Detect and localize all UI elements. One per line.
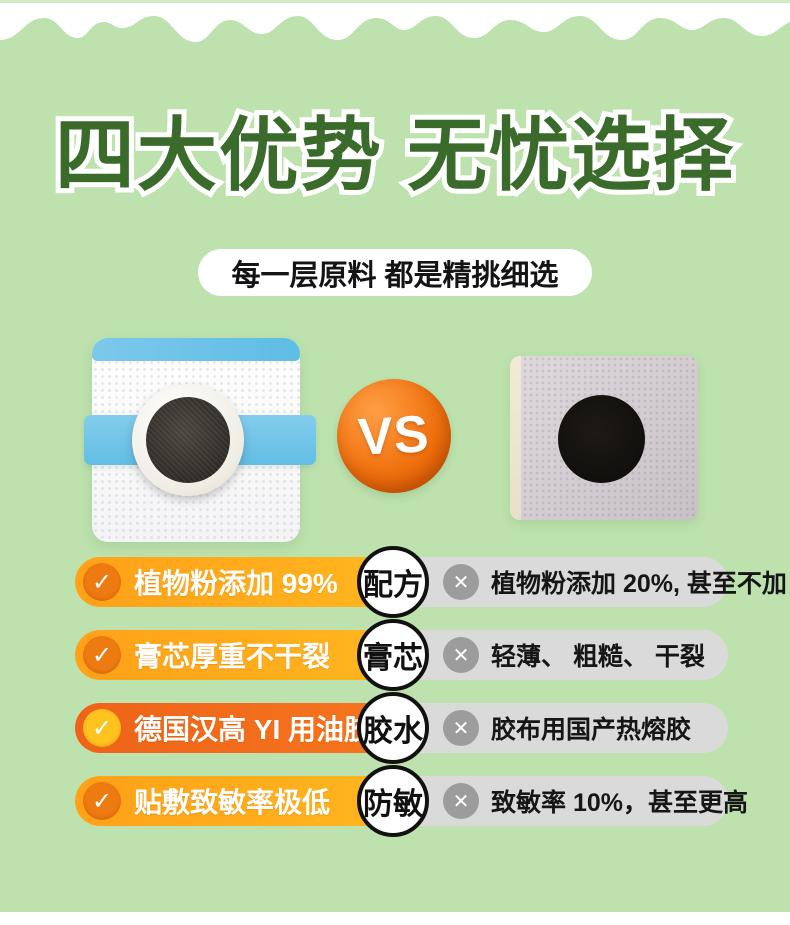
theirs-label: 胶布用国产热熔胶 [491,716,692,744]
cross-icon: ✕ [443,637,479,673]
ours-pill: ✓ 德国汉高 YI 用油胶 [75,703,397,753]
subtitle-text: 每一层原料 都是精挑细选 [231,259,559,292]
category-circle: 胶水 [357,692,429,764]
cross-icon: ✕ [443,710,479,746]
ours-pill: ✓ 贴敷致敏率极低 [75,776,397,826]
comparison-row: ✓ 膏芯厚重不干裂 ✕ 轻薄、 粗糙、 干裂 膏芯 [75,619,728,691]
subtitle-pill: 每一层原料 都是精挑细选 [198,249,592,296]
theirs-pill: ✕ 致敏率 10%，甚至更高 [397,776,748,826]
category-circle: 防敏 [357,765,429,837]
patch-herbal-ring [132,384,244,496]
product-image-theirs [510,356,698,520]
theirs-pill: ✕ 轻薄、 粗糙、 干裂 [397,630,728,680]
vs-badge: VS [337,379,451,493]
patch-blue-top-strip [92,338,300,361]
ours-pill: ✓ 植物粉添加 99% [75,557,397,607]
check-icon: ✓ [83,782,121,820]
comparison-row: ✓ 德国汉高 YI 用油胶 ✕ 胶布用国产热熔胶 胶水 [75,692,728,764]
patch-black-core [558,395,645,483]
wavy-top-border [0,16,790,64]
top-hairline [0,0,790,3]
theirs-label: 植物粉添加 20%, 甚至不加 [491,570,787,598]
vs-label: VS [356,405,432,467]
bottom-white-strip [0,912,790,925]
ours-label: 植物粉添加 99% [134,568,338,599]
page-title: 四大优势 无忧选择 [50,106,738,205]
comparison-row: ✓ 植物粉添加 99% ✕ 植物粉添加 20%, 甚至不加 配方 [75,546,787,618]
ours-label: 膏芯厚重不干裂 [134,641,331,672]
category-circle: 配方 [357,546,429,618]
theirs-label: 轻薄、 粗糙、 干裂 [491,643,705,671]
ours-pill: ✓ 膏芯厚重不干裂 [75,630,397,680]
cross-icon: ✕ [443,564,479,600]
comparison-row: ✓ 贴敷致敏率极低 ✕ 致敏率 10%，甚至更高 防敏 [75,765,748,837]
ours-label: 德国汉高 YI 用油胶 [134,714,373,745]
theirs-pill: ✕ 胶布用国产热熔胶 [397,703,728,753]
category-circle: 膏芯 [357,619,429,691]
theirs-pill: ✕ 植物粉添加 20%, 甚至不加 [397,557,787,607]
ours-label: 贴敷致敏率极低 [134,787,331,818]
check-icon: ✓ [83,636,121,674]
check-icon: ✓ [83,709,121,747]
cross-icon: ✕ [443,783,479,819]
theirs-label: 致敏率 10%，甚至更高 [491,789,748,817]
patch-herbal-core [146,397,230,483]
patch-cream-edge [510,356,521,520]
check-icon: ✓ [83,563,121,601]
